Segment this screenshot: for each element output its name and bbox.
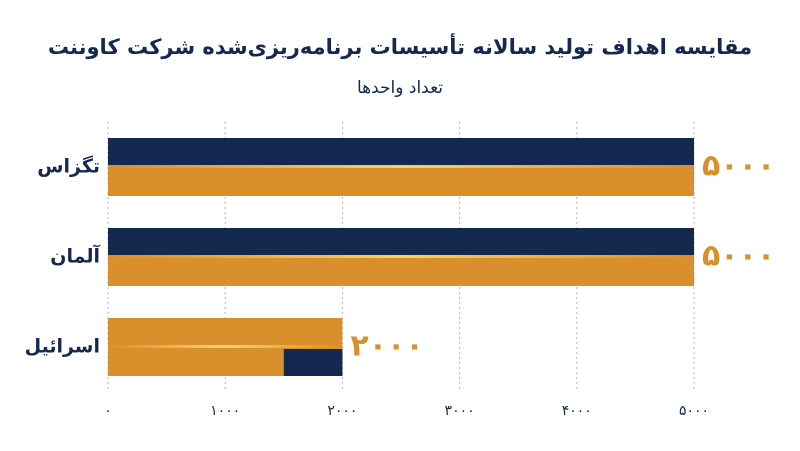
bar-corner: [283, 349, 343, 376]
x-tick-label: ۳۰۰۰: [445, 403, 475, 419]
bar-top: [108, 138, 694, 167]
bar: [108, 228, 694, 286]
bar-accent-line: [108, 255, 694, 258]
value-label: ۲۰۰۰: [350, 329, 423, 364]
chart-subtitle: تعداد واحدها: [357, 78, 443, 98]
bar: [108, 318, 343, 376]
category-label: تگزاس: [37, 155, 100, 178]
bar-bottom: [108, 257, 694, 286]
x-tick-label: ۱۰۰۰: [210, 403, 240, 419]
category-label: آلمان: [50, 244, 100, 268]
bar-bottom: [108, 167, 694, 196]
x-tick-label: ۰: [104, 403, 112, 419]
value-label: ۵۰۰۰: [702, 149, 775, 184]
chart-title: مقایسه اهداف تولید سالانه تأسیسات برنامه…: [48, 32, 752, 59]
x-tick-label: ۲۰۰۰: [327, 403, 357, 419]
bar: [108, 138, 694, 196]
bar-accent-line: [108, 345, 343, 348]
category-label: اسرائیل: [25, 336, 100, 358]
bar-accent-line: [108, 165, 694, 168]
value-label: ۵۰۰۰: [702, 239, 775, 274]
x-tick-label: ۴۰۰۰: [562, 403, 592, 419]
x-tick-label: ۵۰۰۰: [679, 403, 709, 419]
bar-top: [108, 228, 694, 257]
